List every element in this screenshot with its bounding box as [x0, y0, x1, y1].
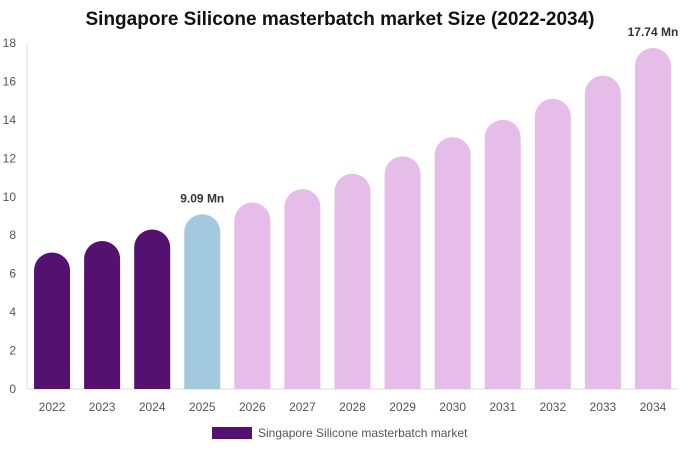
legend-label: Singapore Silicone masterbatch market: [258, 426, 468, 440]
bar-2030: [434, 137, 471, 389]
bar-2022: [34, 252, 71, 389]
x-tick-label: 2022: [39, 400, 66, 414]
y-tick-label: 6: [9, 267, 16, 281]
y-tick-label: 0: [9, 382, 16, 396]
x-tick-label: 2031: [489, 400, 516, 414]
x-tick-label: 2034: [640, 400, 667, 414]
x-tick-label: 2027: [289, 400, 316, 414]
bar-2026: [234, 202, 271, 389]
data-label: 17.74 Mn: [628, 25, 679, 39]
y-tick-label: 12: [3, 151, 17, 165]
bar-2028: [334, 173, 371, 389]
data-label: 9.09 Mn: [180, 191, 224, 205]
x-tick-label: 2029: [389, 400, 416, 414]
x-tick-label: 2028: [339, 400, 366, 414]
bar-2032: [534, 98, 571, 389]
bar-2034: [634, 47, 671, 390]
y-tick-label: 10: [3, 190, 17, 204]
x-tick-label: 2023: [89, 400, 116, 414]
chart-title: Singapore Silicone masterbatch market Si…: [85, 9, 595, 30]
x-tick-label: 2024: [139, 400, 166, 414]
y-tick-label: 16: [3, 74, 17, 88]
bar-2031: [484, 119, 521, 389]
x-tick-label: 2030: [439, 400, 466, 414]
x-tick-label: 2026: [239, 400, 266, 414]
x-tick-label: 2032: [539, 400, 566, 414]
bar-2027: [284, 189, 321, 389]
y-tick-label: 2: [9, 344, 16, 358]
bar-2033: [584, 75, 621, 389]
legend-swatch: [212, 427, 252, 439]
y-tick-label: 4: [9, 305, 16, 319]
bar-2029: [384, 156, 421, 389]
y-tick-label: 18: [3, 36, 17, 50]
x-tick-label: 2025: [189, 400, 216, 414]
y-tick-label: 8: [9, 228, 16, 242]
bar-2024: [134, 229, 171, 389]
x-tick-label: 2033: [590, 400, 617, 414]
y-tick-label: 14: [3, 113, 17, 127]
bar-2023: [84, 240, 121, 389]
bar-2025: [184, 214, 221, 389]
